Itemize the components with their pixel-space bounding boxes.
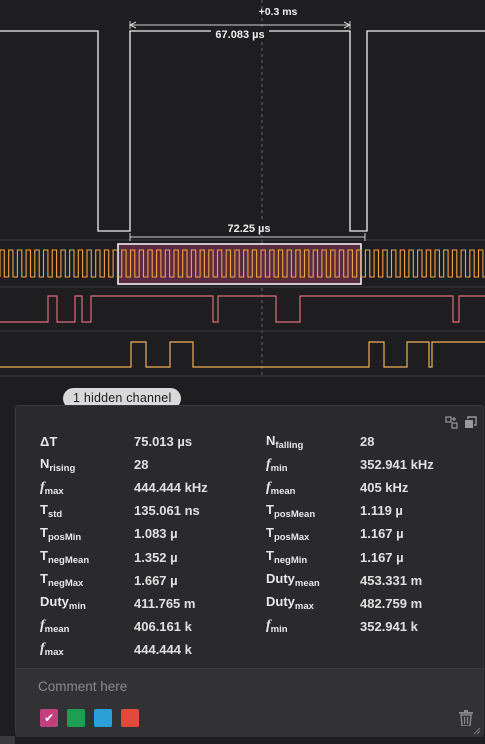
metric-value: 352.941 k xyxy=(360,618,418,634)
metric-name: TnegMean xyxy=(40,548,90,567)
lower-span-label: 72.25 µs xyxy=(227,223,270,235)
metric-name: Dutymean xyxy=(266,571,320,590)
channel-0-trace xyxy=(0,30,485,232)
metric-value: 1.667 µ xyxy=(134,572,178,588)
metric-name: Nrising xyxy=(40,455,76,474)
metric-name: TnegMax xyxy=(40,571,84,590)
metric-value: 411.765 m xyxy=(134,595,196,611)
metric-value: 135.061 ns xyxy=(134,503,200,519)
metric-value: 75.013 µs xyxy=(134,434,193,450)
metric-value: 405 kHz xyxy=(360,480,409,496)
trash-icon[interactable] xyxy=(459,710,473,726)
metric-value: 444.444 kHz xyxy=(134,480,208,496)
channel-3-trace xyxy=(0,341,485,368)
metric-name: TposMean xyxy=(266,501,316,520)
metric-name: Nfalling xyxy=(266,432,304,451)
metrics-grid: ΔT 75.013 µs Nfalling 28 Nrising 28 fmin 352.94… xyxy=(40,430,470,661)
panel-toolbar xyxy=(445,416,477,429)
sort-icon[interactable] xyxy=(445,416,458,429)
measurements-panel: ΔT 75.013 µs Nfalling 28 Nrising 28 fmin 352.94… xyxy=(15,405,484,737)
metric-value: 1.119 µ xyxy=(360,503,403,519)
metric-value: 1.167 µ xyxy=(360,526,404,542)
metric-name: Tstd xyxy=(40,501,63,520)
color-swatch-red[interactable] xyxy=(121,709,139,727)
check-icon: ✔ xyxy=(43,711,55,725)
color-swatch-green[interactable] xyxy=(67,709,85,727)
metric-value: 1.167 µ xyxy=(360,549,404,565)
metric-name: TnegMin xyxy=(266,548,308,567)
metric-name: fmean xyxy=(40,618,70,636)
color-swatches: ✔ xyxy=(40,709,139,727)
metric-value: 444.444 k xyxy=(134,641,192,657)
color-swatch-pink[interactable]: ✔ xyxy=(40,709,58,727)
metric-name: ΔT xyxy=(40,434,58,450)
lower-span-marker xyxy=(129,233,366,241)
channel-1-trace xyxy=(0,249,485,278)
metric-name: fmin xyxy=(266,618,288,636)
metric-name: fmean xyxy=(266,479,296,497)
metric-value: 352.941 kHz xyxy=(360,457,434,473)
top-delta-label: +0.3 ms xyxy=(259,6,298,18)
metric-value: 28 xyxy=(134,457,149,473)
metric-name: TposMin xyxy=(40,524,82,543)
waveform-view[interactable]: +0.3 ms 67.083 µs 72.25 µs xyxy=(0,0,485,400)
bottom-scroll-strip[interactable] xyxy=(0,736,15,744)
metric-value: 482.759 m xyxy=(360,595,423,611)
metric-name: Dutymax xyxy=(266,594,314,613)
color-swatch-blue[interactable] xyxy=(94,709,112,727)
channel-2-trace xyxy=(0,295,485,323)
hidden-channels-badge[interactable]: 1 hidden channel xyxy=(63,388,182,409)
metric-value: 1.083 µ xyxy=(134,526,178,542)
metric-value: 406.161 k xyxy=(134,618,192,634)
comment-input[interactable]: Comment here xyxy=(38,679,128,694)
metric-value: 28 xyxy=(360,434,375,450)
metric-value: 1.352 µ xyxy=(134,549,178,565)
comment-area: Comment here ✔ xyxy=(16,668,483,737)
metric-name: TposMax xyxy=(266,524,310,543)
metric-name: fmin xyxy=(266,456,288,474)
resize-handle-icon[interactable] xyxy=(473,727,481,735)
metric-name: Dutymin xyxy=(40,594,86,613)
metric-name: fmax xyxy=(40,641,64,659)
upper-span-label: 67.083 µs xyxy=(215,29,264,41)
metric-value: 453.331 m xyxy=(360,572,423,588)
copy-icon[interactable] xyxy=(464,416,477,429)
upper-span-marker xyxy=(128,21,352,29)
metric-name: fmax xyxy=(40,479,64,497)
